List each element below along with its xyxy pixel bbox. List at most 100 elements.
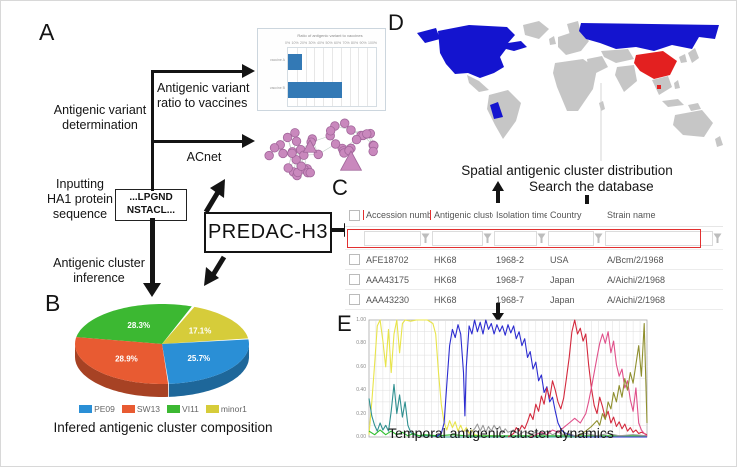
connector-trunk-line — [151, 71, 154, 191]
table-header-row: Accession numberAntigenic clusterIsolati… — [345, 204, 723, 227]
pie-slice-PE09 — [162, 339, 249, 384]
filter-funnel-icon — [483, 233, 492, 243]
pie-legend: PE09 SW13 VI11 minor1 — [65, 404, 261, 414]
temporal-series-blue — [435, 319, 647, 438]
table-cell: AAA43175 — [366, 274, 410, 285]
temporal-series-olive — [574, 322, 648, 438]
pie-slice-side-SW13 — [75, 344, 169, 397]
acnet-triangle-node — [302, 139, 318, 153]
table-cell: 1968-7 — [496, 294, 525, 305]
pie-legend-label: SW13 — [136, 404, 161, 414]
panel-label-c: C — [332, 175, 348, 200]
filter-cell — [363, 230, 431, 246]
table-cell: Japan — [550, 274, 575, 285]
pie-legend-item-SW13: SW13 — [121, 404, 161, 414]
search-database-label: Search the database — [529, 179, 654, 194]
filter-input — [605, 230, 713, 246]
arrow-to-barchart-head — [242, 64, 255, 78]
barchart-gridline — [332, 48, 333, 106]
table-cell: HK68 — [434, 274, 457, 285]
table-row: AAA43230 HK68 1968-7 Japan A/Aichi/2/1968 — [345, 290, 723, 310]
pie-legend-swatch — [167, 405, 181, 413]
header-checkbox — [349, 209, 360, 221]
arrow-table-to-map-head — [492, 181, 504, 191]
filter-cell — [547, 230, 604, 246]
pie-legend-item-PE09: PE09 — [79, 404, 115, 414]
table-cell: AFE18702 — [366, 254, 409, 265]
label-cluster-inference: Antigenic cluster inference — [53, 256, 145, 285]
arrow-search-to-table-shaft — [585, 195, 589, 204]
filter-funnel-icon — [594, 233, 603, 243]
predac-h3-box: PREDAC-H3 — [204, 212, 332, 253]
barchart-gridline — [296, 48, 298, 106]
pie-caption: Infered antigenic cluster composition — [53, 420, 273, 435]
column-header-antigenic-cluster: Antigenic cluster — [434, 210, 493, 220]
panel-label-d: D — [388, 10, 404, 35]
arrow-table-to-map-shaft — [496, 191, 500, 203]
table-cell: HK68 — [434, 254, 457, 265]
filter-funnel-icon — [537, 233, 546, 243]
table-filter-row — [345, 227, 723, 250]
temporal-series-green — [368, 429, 647, 437]
table-cell: Japan — [550, 294, 575, 305]
barchart-gridline — [305, 48, 307, 106]
temporal-y-tick: 0.80 — [356, 340, 366, 347]
table-row: AAA43175 HK68 1968-7 Japan A/Aichi/2/1968 — [345, 270, 723, 290]
table-cell: A/Aichi/2/1968 — [607, 294, 666, 305]
pie-legend-label: VI11 — [182, 404, 199, 414]
temporal-y-tick: 0.00 — [356, 434, 366, 440]
pie-slice-VI11 — [76, 304, 192, 344]
barchart-gridline — [358, 48, 360, 106]
arrow-table-to-temporal-shaft — [496, 303, 500, 313]
label-acnet: ACnet — [186, 150, 222, 164]
label-ratio-to-vaccines: Antigenic variant ratio to vaccines — [157, 81, 250, 110]
barchart-tick: 40% — [317, 41, 325, 45]
pie-percent-label: 28.3% — [127, 321, 150, 330]
column-header-country: Country — [550, 210, 582, 220]
row-checkbox — [349, 294, 360, 305]
filter-cell — [493, 230, 547, 246]
filter-input — [432, 230, 483, 246]
pie-legend-item-VI11: VI11 — [167, 404, 199, 414]
temporal-y-tick: 0.20 — [356, 410, 366, 417]
filter-cell — [431, 230, 493, 246]
panel-label-a: A — [39, 19, 55, 45]
pie-slice-minor1 — [162, 306, 249, 344]
temporal-y-tick: 1.00 — [356, 317, 366, 323]
table-cell: A/Bcm/2/1968 — [607, 254, 664, 265]
pie-percent-label: 28.9% — [115, 355, 138, 364]
column-header-strain-name: Strain name — [607, 210, 656, 220]
world-map — [417, 21, 723, 161]
arrow-table-to-temporal-head — [492, 313, 504, 322]
arrow-to-pie-head — [143, 283, 161, 297]
barchart-tick: 10% — [291, 41, 299, 45]
temporal-series-yellow — [368, 319, 647, 438]
acnet-nodes — [264, 118, 379, 181]
acnet-network-graph — [264, 118, 379, 181]
antigenic-variant-ratio-barchart: Ratio of antigenic variant to vaccines 0… — [257, 28, 386, 111]
pie-legend-item-minor1: minor1 — [205, 404, 247, 414]
temporal-y-tick: 0.60 — [356, 363, 366, 370]
ha1-sequence-box: ...LPGND NSTACL... — [115, 189, 187, 221]
arrow-predac-to-acnet — [203, 179, 225, 214]
barchart-category-label: vaccine B — [269, 86, 285, 90]
pie-legend-swatch — [79, 405, 93, 413]
temporal-y-tick: 0.40 — [356, 387, 366, 394]
table-row: AFE18702 HK68 1968-2 USA A/Bcm/2/1968 — [345, 250, 723, 270]
barchart-gridline — [323, 48, 325, 106]
barchart-tick: 90% — [359, 41, 367, 45]
map-gray-regions — [467, 21, 723, 147]
acnet-triangle-node — [339, 150, 363, 171]
filter-input — [494, 230, 537, 246]
arrow-to-barchart-shaft — [151, 70, 243, 73]
barchart-title: Ratio of antigenic variant to vaccines — [297, 33, 363, 38]
highlight-box-accession — [363, 210, 431, 220]
arrow-to-acnet-shaft — [151, 140, 243, 143]
barchart-bar-vaccine-a — [288, 54, 303, 70]
column-header-isolation-time: Isolation time — [496, 210, 547, 220]
temporal-caption: Temporal antigenic cluster dynamics — [388, 425, 614, 441]
antigenic-cluster-pie-chart: 28.3% 17.1% 25.7% 28.9% — [75, 304, 249, 397]
barchart-tick: 50% — [325, 41, 333, 45]
table-cell: A/Aichi/2/1968 — [607, 274, 666, 285]
table-cell: USA — [550, 254, 569, 265]
